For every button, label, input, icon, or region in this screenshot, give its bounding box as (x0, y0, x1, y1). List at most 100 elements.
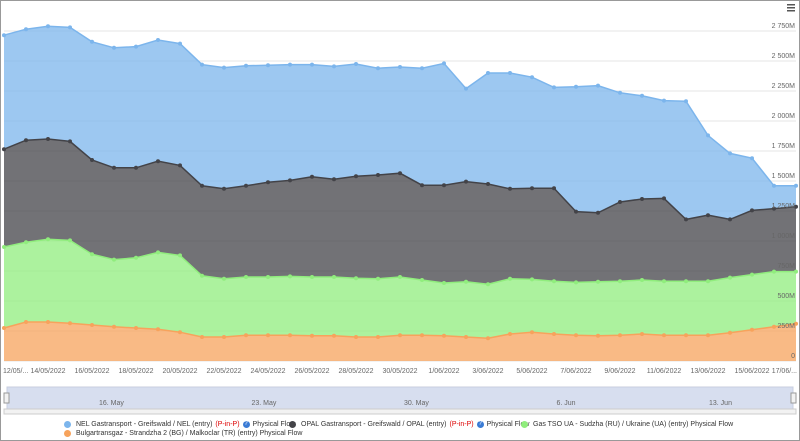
legend-tag: (P-in-P) (449, 421, 474, 428)
point (728, 151, 732, 156)
y-tick-label: 500M (777, 293, 795, 300)
point (574, 280, 578, 285)
y-tick-label: 750M (777, 263, 795, 270)
point (112, 165, 116, 170)
point (178, 330, 182, 335)
y-tick-label: 1 500M (772, 173, 796, 180)
point (794, 269, 798, 274)
point (134, 165, 138, 170)
x-tick-label: 17/06/... (772, 368, 797, 375)
point (750, 156, 754, 161)
point (684, 333, 688, 338)
point (486, 282, 490, 287)
point (156, 327, 160, 332)
point (2, 245, 6, 249)
point (662, 196, 666, 201)
point (222, 335, 226, 339)
point (222, 276, 226, 281)
point (728, 217, 732, 222)
point (200, 335, 204, 339)
point (574, 333, 578, 338)
navigator-label: 30. May (404, 400, 429, 407)
point (244, 333, 248, 338)
point (332, 64, 336, 69)
x-tick-label: 13/06/2022 (690, 368, 725, 375)
area (4, 139, 796, 285)
y-tick-label: 2 500M (772, 53, 796, 60)
legend-label: OPAL Gastransport - Greifswald / OPAL (e… (301, 421, 447, 428)
point (398, 275, 402, 279)
point (288, 62, 292, 67)
x-tick-label: 12/05/... (3, 368, 28, 375)
point (618, 279, 622, 284)
point (420, 183, 424, 188)
point (288, 333, 292, 338)
navigator-handle[interactable] (3, 392, 10, 404)
point (222, 186, 226, 191)
point (706, 279, 710, 284)
x-tick-label: 7/06/2022 (560, 368, 591, 375)
point (618, 200, 622, 204)
point (486, 182, 490, 186)
legend-item[interactable]: Gas TSO UA - Sudzha (RU) / Ukraine (UA) … (521, 421, 733, 428)
point (728, 330, 732, 335)
point (772, 183, 776, 188)
point (222, 65, 226, 70)
scrollbar[interactable] (3, 408, 797, 415)
legend-suffix: Physical Flow (252, 421, 296, 428)
point (266, 180, 270, 185)
point (530, 330, 534, 335)
y-tick-label: 0 (791, 353, 795, 360)
legend-item[interactable]: Bulgartransgaz - Strandzha 2 (BG) / Malk… (64, 430, 302, 437)
point (266, 333, 270, 338)
point (464, 179, 468, 184)
x-tick-label: 30/05/2022 (382, 368, 417, 375)
help-icon[interactable]: ? (242, 421, 250, 428)
point (552, 279, 556, 284)
legend-label: Gas TSO UA - Sudzha (RU) / Ukraine (UA) … (533, 421, 734, 428)
x-tick-label: 28/05/2022 (338, 368, 373, 375)
point (772, 206, 776, 211)
point (156, 159, 160, 164)
point (134, 44, 138, 49)
point (398, 333, 402, 338)
y-tick-label: 2 750M (772, 23, 796, 30)
point (508, 276, 512, 281)
point (46, 237, 50, 242)
menu-icon[interactable] (787, 4, 795, 12)
point (134, 326, 138, 330)
x-tick-label: 24/05/2022 (250, 368, 285, 375)
point (200, 62, 204, 67)
point (596, 333, 600, 338)
area (4, 26, 796, 220)
y-tick-label: 1 250M (772, 203, 796, 210)
point (178, 163, 182, 168)
navigator-handle[interactable] (790, 392, 797, 404)
point (354, 276, 358, 281)
point (574, 209, 578, 214)
navigator-label: 23. May (252, 400, 277, 407)
point (200, 183, 204, 188)
point (24, 240, 28, 245)
point (420, 278, 424, 282)
point (772, 324, 776, 329)
point (24, 138, 28, 143)
legend-label: Bulgartransgaz - Strandzha 2 (BG) / Malk… (76, 430, 303, 437)
x-tick-label: 26/05/2022 (294, 368, 329, 375)
point (90, 252, 94, 257)
legend-suffix: Physical Flow (486, 421, 530, 428)
point (266, 275, 270, 279)
point (596, 210, 600, 215)
legend-item[interactable]: NEL Gastransport - Greifswald / NEL (ent… (64, 421, 295, 428)
help-icon[interactable]: ? (476, 421, 484, 428)
point (662, 333, 666, 338)
point (728, 275, 732, 280)
point (464, 335, 468, 339)
navigator-mask (7, 387, 793, 411)
x-tick-label: 1/06/2022 (428, 368, 459, 375)
point (662, 98, 666, 103)
point (420, 333, 424, 338)
legend-item[interactable]: OPAL Gastransport - Greifswald / OPAL (e… (289, 421, 529, 428)
x-tick-label: 11/06/2022 (647, 368, 682, 375)
point (508, 186, 512, 191)
